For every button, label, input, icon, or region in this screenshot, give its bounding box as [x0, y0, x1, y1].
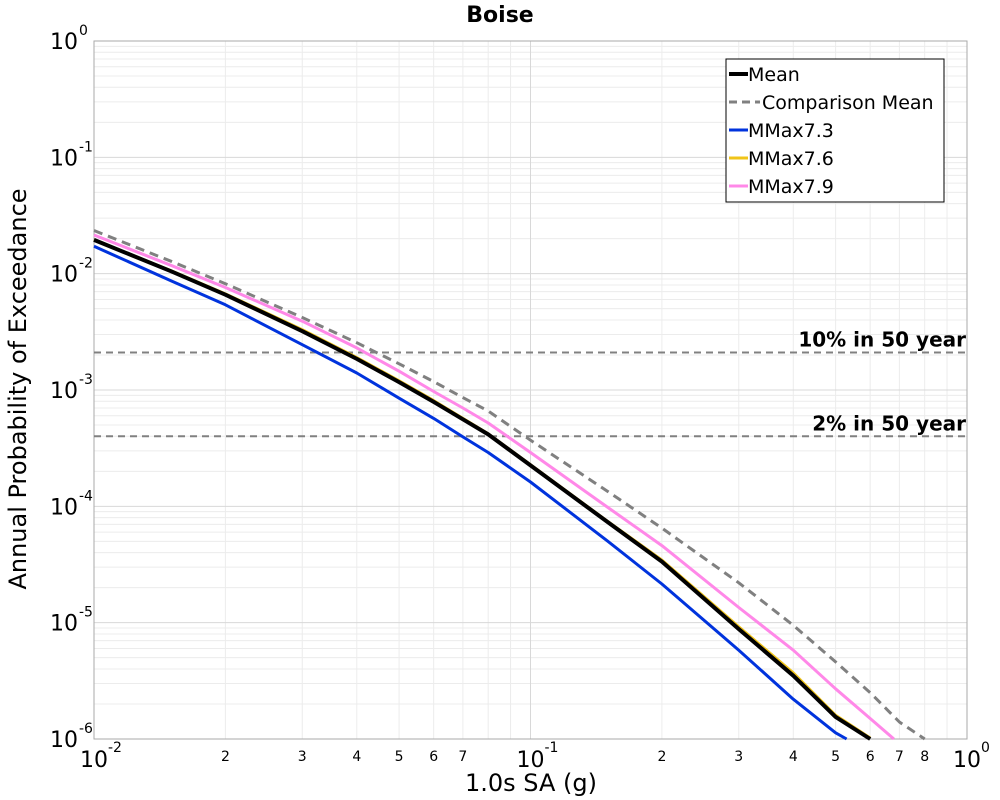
legend-entry: MMax7.6 [748, 148, 834, 170]
x-minor-tick-label: 4 [352, 749, 361, 765]
x-minor-tick-label: 6 [429, 749, 438, 765]
x-minor-tick-label: 5 [395, 749, 404, 765]
y-axis-label: Annual Probability of Exceedance [4, 188, 32, 589]
x-minor-tick-label: 3 [734, 749, 743, 765]
legend-entry: Comparison Mean [762, 92, 934, 114]
legend-box [725, 58, 945, 203]
y-tick-exponent: -4 [79, 488, 93, 504]
legend-entry: Mean [748, 64, 800, 86]
y-tick-label: 10 [50, 146, 78, 171]
reference-line-label: 2% in 50 year [812, 411, 966, 435]
x-tick-label: 10 [953, 748, 981, 773]
x-axis-ticks: 10 -2 10 -1 10 02 3 4 5 6 7 2 3 4 5 6 7 8 [80, 740, 990, 773]
x-minor-tick-label: 7 [895, 749, 904, 765]
y-tick-label: 10 [50, 30, 78, 55]
chart-title: Boise [466, 3, 533, 28]
series-line-comparison-mean [93, 229, 926, 741]
y-tick-label: 10 [50, 263, 78, 288]
x-tick-label: 10 [80, 748, 108, 773]
x-minor-tick-label: 5 [831, 749, 840, 765]
legend-entry: MMax7.9 [748, 176, 834, 198]
y-tick-exponent: -5 [79, 605, 93, 621]
y-tick-exponent: -1 [79, 139, 93, 155]
x-minor-tick-label: 8 [920, 749, 929, 765]
y-tick-exponent: -6 [79, 721, 93, 737]
plot-area [93, 40, 968, 740]
x-tick-label: 10 [517, 748, 545, 773]
series-lines [93, 229, 926, 741]
x-tick-exponent: -2 [108, 740, 122, 756]
x-minor-tick-label: 3 [298, 749, 307, 765]
y-tick-exponent: -2 [79, 256, 93, 272]
series-line-mean [93, 238, 872, 741]
y-tick-label: 10 [50, 612, 78, 637]
y-tick-label: 10 [50, 379, 78, 404]
x-tick-exponent: 0 [981, 740, 990, 756]
y-tick-label: 10 [50, 495, 78, 520]
x-minor-tick-label: 2 [657, 749, 666, 765]
series-line-mmax7-3 [93, 244, 848, 741]
series-line-mmax7-9 [93, 233, 895, 741]
x-tick-exponent: -1 [545, 740, 559, 756]
x-minor-tick-label: 2 [221, 749, 230, 765]
y-tick-label: 10 [50, 728, 78, 753]
legend: Mean Comparison Mean MMax7.3 MMax7.6 MMax7.9 [725, 58, 945, 203]
x-minor-tick-label: 7 [458, 749, 467, 765]
legend-entry: MMax7.3 [748, 120, 834, 142]
reference-lines: 10% in 50 year 2% in 50 year [94, 328, 967, 438]
x-minor-tick-label: 6 [866, 749, 875, 765]
y-tick-exponent: -3 [79, 372, 93, 388]
x-axis-label: 1.0s SA (g) [465, 769, 597, 797]
y-tick-exponent: 0 [79, 23, 88, 39]
reference-line-label: 10% in 50 year [798, 328, 966, 352]
x-minor-tick-label: 4 [789, 749, 798, 765]
